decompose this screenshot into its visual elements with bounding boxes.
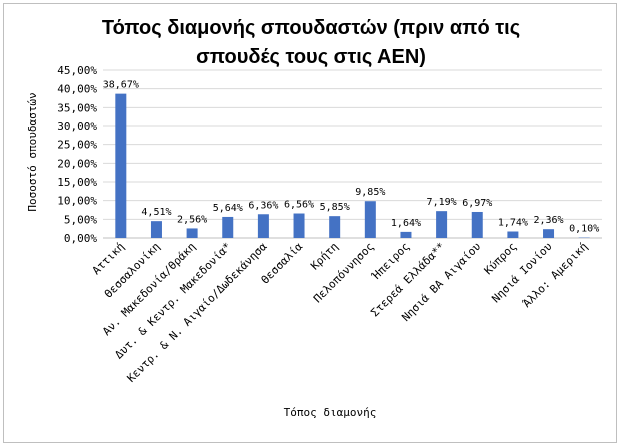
bar [329,216,341,238]
chart-title-line-2: σπουδές τους στις ΑΕΝ) [196,46,426,68]
y-tick-label: 30,00% [57,120,97,133]
data-label: 2,56% [177,214,207,225]
x-tick-label: Κρήτη [308,240,341,273]
y-tick-label: 25,00% [57,139,97,152]
data-label: 6,97% [462,198,492,209]
y-tick-label: 35,00% [57,101,97,114]
y-tick-label: 0,00% [64,232,97,245]
chart-frame [3,3,617,443]
chart-title: Τόπος διαμονής σπουδαστών (πριν από τις … [0,14,622,72]
data-label: 6,56% [284,200,314,211]
data-label: 38,67% [103,80,139,91]
data-label: 7,19% [427,197,457,208]
data-label: 5,64% [213,203,243,214]
bar [364,201,376,238]
bar [471,211,483,238]
y-tick-label: 40,00% [57,83,97,96]
bar [115,93,127,239]
x-tick-label: Άλλο: Αμερική [520,240,590,310]
y-axis-title: Ποσοστό σπουδαστών [26,92,39,211]
data-label: 4,51% [141,207,171,218]
data-label: 1,64% [391,218,421,229]
bar [543,229,555,238]
y-tick-label: 5,00% [64,213,97,226]
bar [507,231,519,238]
bar [222,216,234,238]
bar [150,221,162,238]
x-axis-title: Τόπος διαμονής [284,406,377,419]
bar [257,214,269,238]
y-tick-label: 15,00% [57,176,97,189]
y-tick-label: 20,00% [57,157,97,170]
data-label: 2,36% [533,215,563,226]
bar [293,213,305,238]
bar [186,228,198,238]
bar [400,231,412,238]
y-tick-label: 10,00% [57,195,97,208]
data-label: 0,10% [569,224,599,235]
y-tick-label: 45,00% [57,64,97,77]
data-label: 6,36% [248,200,278,211]
chart-title-line-1: Τόπος διαμονής σπουδαστών (πριν από τις [101,17,521,39]
data-label: 9,85% [355,187,385,198]
bar [436,211,448,238]
data-label: 1,74% [498,218,528,229]
data-label: 5,85% [320,202,350,213]
